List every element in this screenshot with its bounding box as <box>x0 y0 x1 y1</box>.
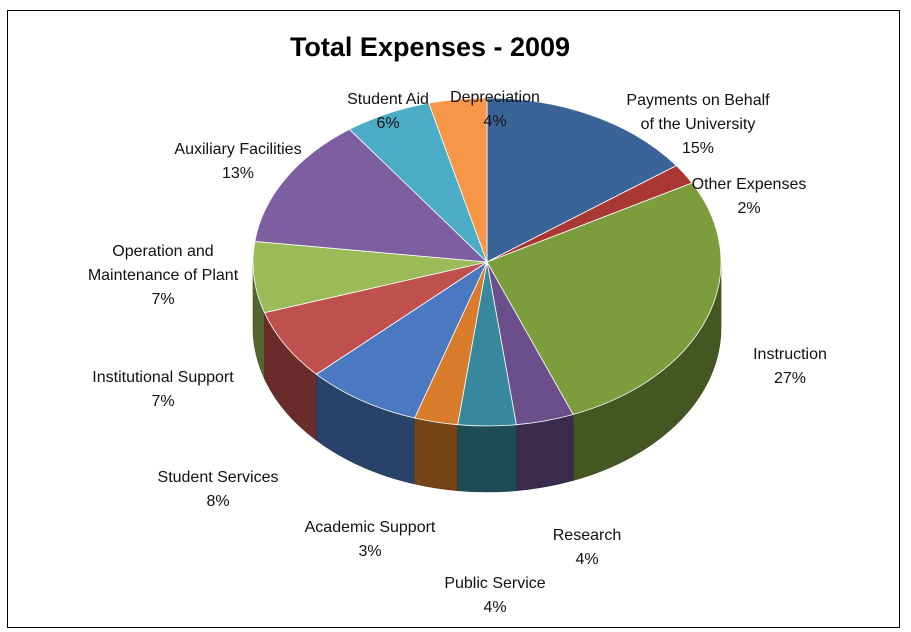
pie-slice-0 <box>486 97 677 263</box>
slice-label-3: Research 4% <box>553 527 621 568</box>
slice-percent-label: 13% <box>222 165 254 182</box>
chart-title: Total Expenses - 2009 <box>290 32 570 62</box>
slice-label-8: Operation and Maintenance of Plant 7% <box>88 243 239 308</box>
pie-slice-2 <box>486 182 722 415</box>
slice-name-label: Depreciation <box>450 89 540 106</box>
slice-label-9: Auxiliary Facilities 13% <box>174 141 301 182</box>
slice-name-label: Institutional Support <box>92 369 234 386</box>
slice-percent-label: 8% <box>206 493 229 510</box>
slice-percent-label: 4% <box>483 599 506 616</box>
slice-percent-label: 4% <box>483 113 506 130</box>
slice-label-11: Depreciation 4% <box>450 89 540 130</box>
pie-slice-11 <box>428 97 488 263</box>
slice-name-label: Operation and <box>112 243 213 260</box>
slice-label-4: Public Service 4% <box>444 575 545 616</box>
slice-percent-label: 6% <box>376 115 399 132</box>
slice-name-label: Academic Support <box>305 519 436 536</box>
pie-slice-6 <box>315 260 488 419</box>
slice-label-1: Other Expenses 2% <box>692 176 807 217</box>
slice-label-5: Academic Support 3% <box>305 519 436 560</box>
slice-side-3 <box>516 414 574 492</box>
slice-label-0: Payments on Behalf of the University 15% <box>626 92 770 157</box>
pie-slice-7 <box>263 261 488 375</box>
pie-slice-8 <box>252 241 488 314</box>
slice-name-label: of the University <box>641 116 756 133</box>
pie-slice-9 <box>254 128 489 263</box>
slice-percent-label: 3% <box>358 543 381 560</box>
slice-name-label: Maintenance of Plant <box>88 267 239 284</box>
slice-side-5 <box>414 417 458 492</box>
slice-label-6: Student Services 8% <box>158 469 279 510</box>
slice-label-2: Instruction 27% <box>753 346 827 387</box>
slice-percent-label: 2% <box>737 200 760 217</box>
slice-name-label: Research <box>553 527 621 544</box>
slice-name-label: Public Service <box>444 575 545 592</box>
slice-percent-label: 27% <box>774 370 806 387</box>
slice-side-4 <box>457 424 517 493</box>
slice-name-label: Student Services <box>158 469 279 486</box>
pie-slices <box>252 97 722 493</box>
slice-percent-label: 4% <box>575 551 598 568</box>
slice-name-label: Payments on Behalf <box>626 92 770 109</box>
slice-labels: Payments on Behalf of the University 15% Ot… <box>88 89 827 616</box>
slice-label-10: Student Aid 6% <box>347 91 429 132</box>
slice-name-label: Auxiliary Facilities <box>174 141 301 158</box>
slice-label-7: Institutional Support 7% <box>92 369 234 410</box>
slice-percent-label: 7% <box>151 291 174 308</box>
slice-name-label: Student Aid <box>347 91 429 108</box>
slice-percent-label: 7% <box>151 393 174 410</box>
slice-name-label: Other Expenses <box>692 176 807 193</box>
slice-percent-label: 15% <box>682 140 714 157</box>
slice-name-label: Instruction <box>753 346 827 363</box>
